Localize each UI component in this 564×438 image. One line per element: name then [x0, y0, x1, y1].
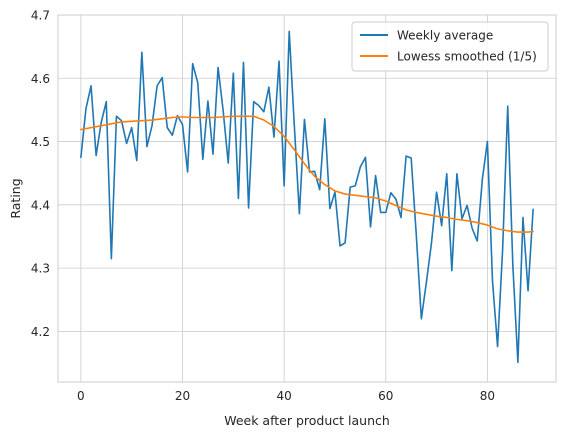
series-line-weekly-average [80, 30, 534, 364]
x-tick-labels: 0 20 40 60 80 [77, 389, 495, 403]
x-tick-label: 0 [77, 389, 85, 403]
x-tick-label: 60 [378, 389, 393, 403]
series-lines [80, 30, 534, 364]
y-tick-label: 4.2 [31, 325, 50, 339]
x-axis-label: Week after product launch [224, 413, 390, 428]
legend-box [351, 21, 549, 72]
legend-label-lowess-smoothed: Lowess smoothed (1/5) [397, 50, 537, 64]
x-tick-label: 20 [175, 389, 190, 403]
y-axis-label: Rating [8, 178, 23, 218]
y-tick-label: 4.4 [31, 198, 50, 212]
y-tick-label: 4.5 [31, 135, 50, 149]
x-tick-label: 80 [480, 389, 495, 403]
plot-frame [57, 14, 557, 383]
legend: Weekly average Lowess smoothed (1/5) [351, 21, 549, 72]
y-tick-label: 4.3 [31, 262, 50, 276]
y-tick-labels: 4.2 4.3 4.4 4.5 4.6 4.7 [31, 9, 50, 339]
x-tick-label: 40 [276, 389, 291, 403]
legend-label-weekly-average: Weekly average [397, 29, 493, 43]
y-tick-label: 4.6 [31, 72, 50, 86]
series-line-lowess-smoothed [80, 115, 534, 233]
y-tick-label: 4.7 [31, 9, 50, 23]
